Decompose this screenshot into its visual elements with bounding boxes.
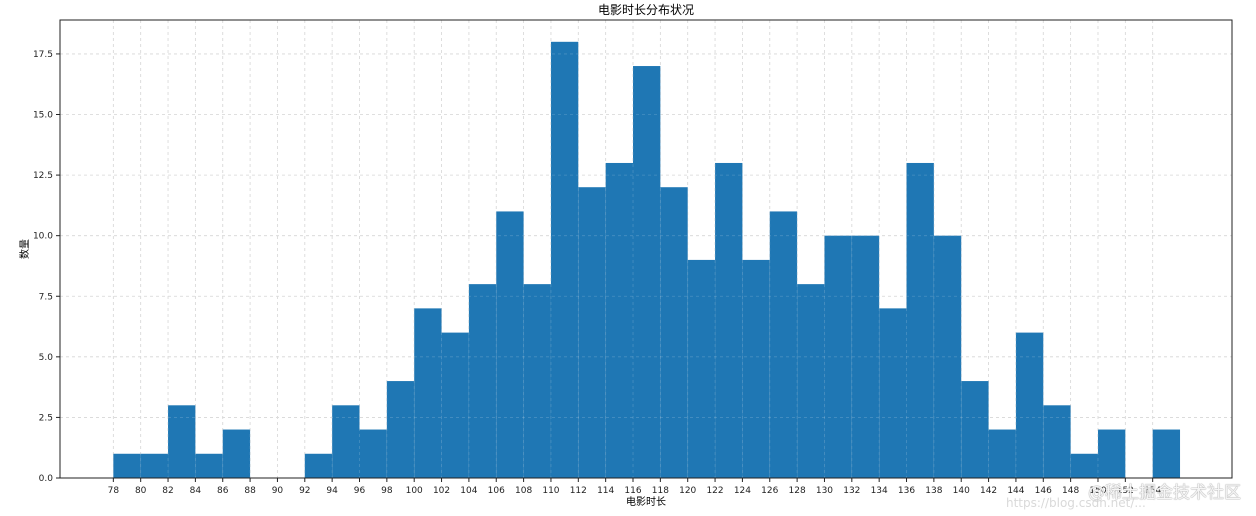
x-tick-label: 90 xyxy=(272,486,284,496)
histogram-bar xyxy=(851,235,880,478)
x-tick-label: 98 xyxy=(381,486,393,496)
histogram-bar xyxy=(715,162,743,478)
x-tick-label: 80 xyxy=(135,486,147,496)
histogram-bar xyxy=(961,381,989,478)
y-tick-label: 10.0 xyxy=(33,232,53,242)
x-tick-label: 138 xyxy=(925,486,942,496)
x-tick-label: 118 xyxy=(652,486,669,496)
x-tick-label: 96 xyxy=(354,486,366,496)
histogram-bar xyxy=(359,429,387,478)
histogram-bar xyxy=(140,453,169,478)
x-tick-label: 140 xyxy=(953,486,970,496)
x-tick-label: 94 xyxy=(326,486,338,496)
x-tick-label: 88 xyxy=(244,486,256,496)
histogram-bar xyxy=(386,381,415,478)
histogram-bar xyxy=(113,453,141,478)
x-tick-label: 136 xyxy=(898,486,915,496)
histogram-bar xyxy=(332,405,360,478)
x-tick-label: 86 xyxy=(217,486,229,496)
x-tick-label: 148 xyxy=(1062,486,1079,496)
histogram-bar xyxy=(824,235,852,478)
x-tick-label: 84 xyxy=(190,486,202,496)
histogram-bar xyxy=(414,308,442,478)
y-tick-label: 7.5 xyxy=(39,292,53,302)
histogram-bar xyxy=(742,259,770,478)
x-tick-label: 152 xyxy=(1117,486,1134,496)
histogram-bars xyxy=(113,41,1181,479)
x-tick-label: 112 xyxy=(570,486,587,496)
histogram-bar xyxy=(441,332,469,478)
x-tick-label: 116 xyxy=(624,486,641,496)
histogram-bar xyxy=(1015,332,1044,478)
y-axis-ticks: 0.0 2.5 5.0 7.5 10.0 12.5 15.0 17.5 xyxy=(33,50,60,484)
y-tick-label: 15.0 xyxy=(33,111,53,121)
y-tick-label: 5.0 xyxy=(39,353,54,363)
x-tick-label: 144 xyxy=(1007,486,1024,496)
x-tick-label: 124 xyxy=(734,486,751,496)
histogram-bar xyxy=(633,66,661,478)
histogram-bar xyxy=(1097,429,1126,478)
histogram-bar xyxy=(304,453,333,478)
grid-overlay xyxy=(60,20,1232,479)
histogram-bar xyxy=(797,284,825,478)
x-tick-label: 104 xyxy=(460,486,477,496)
histogram-bar xyxy=(769,211,798,478)
histogram-bar xyxy=(168,405,196,478)
y-tick-label: 12.5 xyxy=(33,171,53,181)
x-tick-label: 130 xyxy=(816,486,833,496)
x-tick-label: 78 xyxy=(108,486,120,496)
x-tick-label: 134 xyxy=(871,486,888,496)
histogram-bar xyxy=(222,429,251,478)
x-tick-label: 92 xyxy=(299,486,310,496)
plot-frame xyxy=(59,19,1233,479)
chart-title: 电影时长分布状况 xyxy=(598,3,694,17)
histogram-bar xyxy=(605,162,634,478)
x-tick-label: 106 xyxy=(488,486,505,496)
watermark-community: @稀土掘金技术社区 xyxy=(1088,483,1241,503)
x-tick-label: 120 xyxy=(679,486,696,496)
x-tick-label: 150 xyxy=(1089,486,1106,496)
histogram-bar xyxy=(578,187,606,478)
histogram-bar xyxy=(523,284,551,478)
y-tick-label: 0.0 xyxy=(39,474,54,484)
y-tick-label: 2.5 xyxy=(39,413,53,423)
histogram-bar xyxy=(933,235,962,478)
x-tick-label: 146 xyxy=(1035,486,1052,496)
watermark-url: https://blog.csdn.net/... xyxy=(1006,496,1146,510)
x-tick-label: 82 xyxy=(162,486,173,496)
histogram-bar xyxy=(496,211,524,478)
x-tick-label: 154 xyxy=(1144,486,1161,496)
histogram-bar xyxy=(1070,453,1098,478)
histogram-bar xyxy=(660,187,688,478)
x-tick-label: 132 xyxy=(843,486,860,496)
x-tick-label: 100 xyxy=(406,486,423,496)
x-tick-label: 108 xyxy=(515,486,532,496)
x-tick-label: 122 xyxy=(706,486,723,496)
histogram-bar xyxy=(906,162,934,478)
x-axis-label: 电影时长 xyxy=(626,495,666,508)
x-tick-label: 102 xyxy=(433,486,450,496)
histogram-bar xyxy=(687,259,716,478)
x-tick-label: 126 xyxy=(761,486,778,496)
histogram-bar xyxy=(1152,429,1181,478)
x-tick-label: 110 xyxy=(542,486,559,496)
x-tick-label: 114 xyxy=(597,486,614,496)
y-tick-label: 17.5 xyxy=(33,50,53,60)
histogram-bar xyxy=(550,41,579,479)
x-tick-label: 142 xyxy=(980,486,997,496)
y-axis-label: 数量 xyxy=(18,239,31,259)
x-axis-ticks: 78 80 82 84 86 88 90 92 94 96 98 100 102 104 106 108 110… xyxy=(108,478,1162,496)
histogram-bar xyxy=(1043,405,1071,478)
x-tick-label: 128 xyxy=(789,486,806,496)
histogram-bar xyxy=(195,453,223,478)
histogram-bar xyxy=(468,284,497,478)
histogram-bar xyxy=(988,429,1016,478)
histogram-bar xyxy=(879,308,907,478)
